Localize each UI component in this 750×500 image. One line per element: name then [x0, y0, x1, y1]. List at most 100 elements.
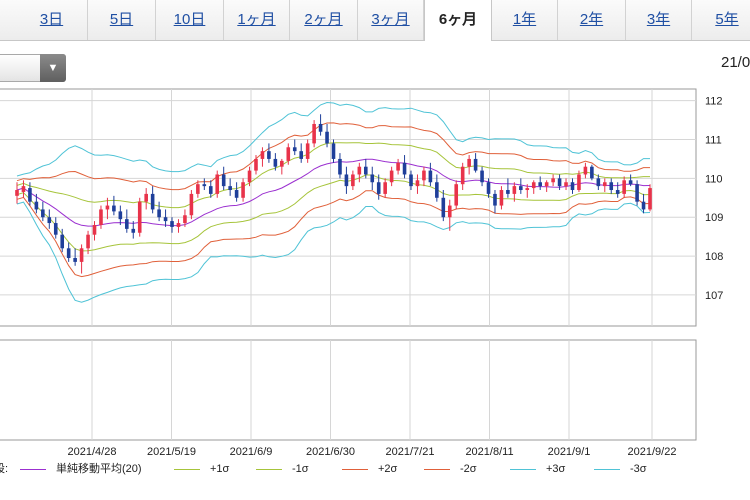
candlestick: [234, 182, 239, 202]
candle-body: [125, 219, 129, 229]
candlestick: [648, 184, 652, 212]
candlestick: [467, 155, 471, 175]
tab-5-days[interactable]: 5日: [88, 0, 156, 40]
candle-body: [79, 248, 84, 262]
candlestick: [609, 178, 614, 194]
triangle-down-icon: ▼: [40, 54, 66, 82]
candlestick: [557, 174, 562, 191]
candlestick: [28, 182, 32, 206]
candle-body: [215, 174, 220, 194]
candlestick: [305, 139, 310, 163]
candle-body: [28, 188, 32, 202]
tab-1-year[interactable]: 1年: [492, 0, 558, 40]
candle-body: [157, 209, 161, 218]
x-tick-label: 2021/6/30: [306, 446, 355, 458]
candle-body: [486, 182, 491, 194]
minus-2-sigma-line: [16, 190, 651, 278]
y-tick-label: 108: [705, 251, 723, 263]
candle-body: [183, 215, 187, 224]
candle-body: [415, 180, 420, 187]
candle-body: [564, 182, 568, 187]
candlestick: [544, 180, 549, 192]
candlestick: [144, 188, 148, 210]
tab-2-years[interactable]: 2年: [558, 0, 626, 40]
candle-body: [351, 174, 355, 187]
y-tick-label: 112: [705, 96, 723, 108]
candlestick: [590, 164, 594, 181]
candle-body: [131, 228, 136, 233]
candlestick: [125, 209, 129, 233]
candlestick: [118, 205, 123, 225]
candlestick: [519, 178, 523, 194]
legend-item-plus3sigma: +3σ: [510, 459, 565, 479]
candle-body: [460, 166, 465, 185]
candle-body: [389, 170, 394, 183]
candlestick: [21, 180, 26, 198]
candlestick: [409, 170, 413, 191]
bollinger-bands: [16, 101, 651, 303]
sub-panel-frame: [0, 339, 697, 441]
x-axis-ticks: 2021/4/28 2021/5/19 2021/6/9 2021/6/30 2021/…: [68, 446, 677, 458]
tab-10-days[interactable]: 10日: [156, 0, 224, 40]
candlestick: [202, 178, 207, 191]
candle-body: [409, 174, 413, 187]
candle-body: [286, 147, 291, 161]
candle-body: [41, 209, 45, 218]
candle-body: [208, 186, 213, 194]
candlestick: [363, 158, 368, 179]
candle-body: [92, 224, 97, 235]
legend-prefix: 設:: [0, 463, 9, 475]
candlestick: [47, 209, 52, 229]
candle-body: [312, 123, 316, 144]
tab-1-month[interactable]: 1ヶ月: [224, 0, 290, 40]
candle-body: [170, 221, 174, 227]
legend-line-minus2sigma: [424, 469, 450, 470]
x-tick-label: 2021/9/1: [548, 446, 591, 458]
candle-body: [615, 190, 620, 194]
candlestick: [312, 120, 316, 148]
candlestick: [344, 166, 349, 194]
candlestick: [254, 155, 258, 175]
candlestick: [112, 195, 116, 216]
legend-item-plus2sigma: +2σ: [342, 459, 397, 479]
candle-body: [60, 234, 65, 249]
candlestick: [396, 158, 400, 175]
candle-body: [34, 201, 39, 210]
candle-body: [163, 217, 168, 222]
tab-3-days[interactable]: 3日: [16, 0, 88, 40]
tab-2-months[interactable]: 2ヶ月: [290, 0, 358, 40]
candle-body: [66, 248, 71, 259]
legend-label-plus2sigma: +2σ: [378, 463, 398, 475]
candlestick: [441, 190, 446, 222]
tab-3-months[interactable]: 3ヶ月: [358, 0, 424, 40]
candle-body: [370, 174, 375, 183]
candlestick: [53, 217, 58, 239]
candlestick: [196, 180, 200, 198]
candlestick: [447, 199, 452, 231]
candlestick: [583, 162, 588, 179]
candle-body: [493, 193, 497, 206]
x-tick-label: 2021/5/19: [147, 446, 196, 458]
indicator-select[interactable]: ▼: [0, 54, 66, 82]
candle-body: [641, 201, 646, 210]
candle-body: [53, 223, 58, 235]
candlestick: [331, 139, 336, 163]
candle-body: [325, 131, 329, 144]
tab-6-months[interactable]: 6ヶ月: [424, 0, 492, 41]
candlestick: [170, 217, 174, 233]
latest-date-label: 21/0: [721, 54, 750, 71]
tab-3-years[interactable]: 3年: [626, 0, 692, 40]
candle-body: [305, 143, 310, 159]
candle-body: [105, 205, 110, 210]
candle-body: [273, 158, 278, 167]
candle-body: [570, 182, 575, 191]
main-panel-frame: [0, 88, 697, 327]
tab-5-years[interactable]: 5年: [715, 11, 739, 28]
candle-body: [363, 166, 368, 175]
candle-body: [622, 180, 626, 194]
legend-label-minus2sigma: -2σ: [460, 463, 477, 475]
legend-line-plus1sigma: [174, 469, 200, 470]
candle-body: [596, 178, 601, 187]
candle-body: [473, 158, 478, 171]
candle-body: [21, 186, 26, 192]
